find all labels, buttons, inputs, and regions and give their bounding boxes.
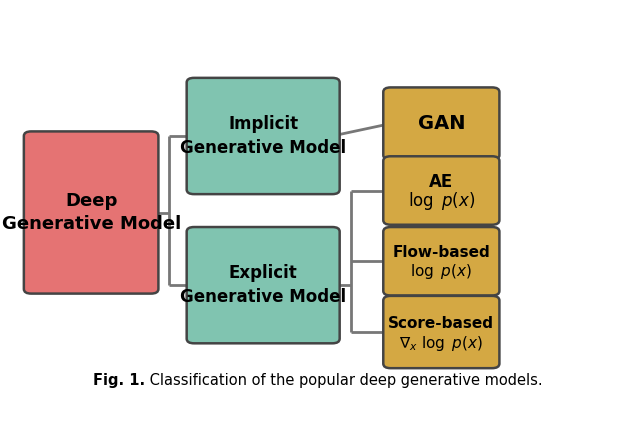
Text: Implicit
Generative Model: Implicit Generative Model bbox=[180, 115, 346, 157]
Text: GAN: GAN bbox=[417, 114, 465, 133]
FancyBboxPatch shape bbox=[187, 78, 340, 194]
Text: Deep
Generative Model: Deep Generative Model bbox=[1, 192, 180, 233]
Text: Fig. 1.: Fig. 1. bbox=[93, 373, 145, 388]
Text: $\log\ p(x)$: $\log\ p(x)$ bbox=[410, 263, 472, 281]
FancyBboxPatch shape bbox=[383, 156, 499, 225]
Text: $\log\ p(x)$: $\log\ p(x)$ bbox=[408, 190, 475, 212]
Text: AE: AE bbox=[429, 173, 454, 191]
Text: Score-based: Score-based bbox=[388, 316, 494, 331]
FancyBboxPatch shape bbox=[383, 296, 499, 368]
FancyBboxPatch shape bbox=[187, 227, 340, 343]
FancyBboxPatch shape bbox=[24, 131, 159, 294]
FancyBboxPatch shape bbox=[383, 227, 499, 295]
Text: $\nabla_{x}\ \log\ p(x)$: $\nabla_{x}\ \log\ p(x)$ bbox=[399, 334, 483, 353]
Text: Flow-based: Flow-based bbox=[392, 246, 490, 261]
FancyBboxPatch shape bbox=[383, 88, 499, 160]
Text: Explicit
Generative Model: Explicit Generative Model bbox=[180, 264, 346, 306]
Text: Classification of the popular deep generative models.: Classification of the popular deep gener… bbox=[145, 373, 543, 388]
